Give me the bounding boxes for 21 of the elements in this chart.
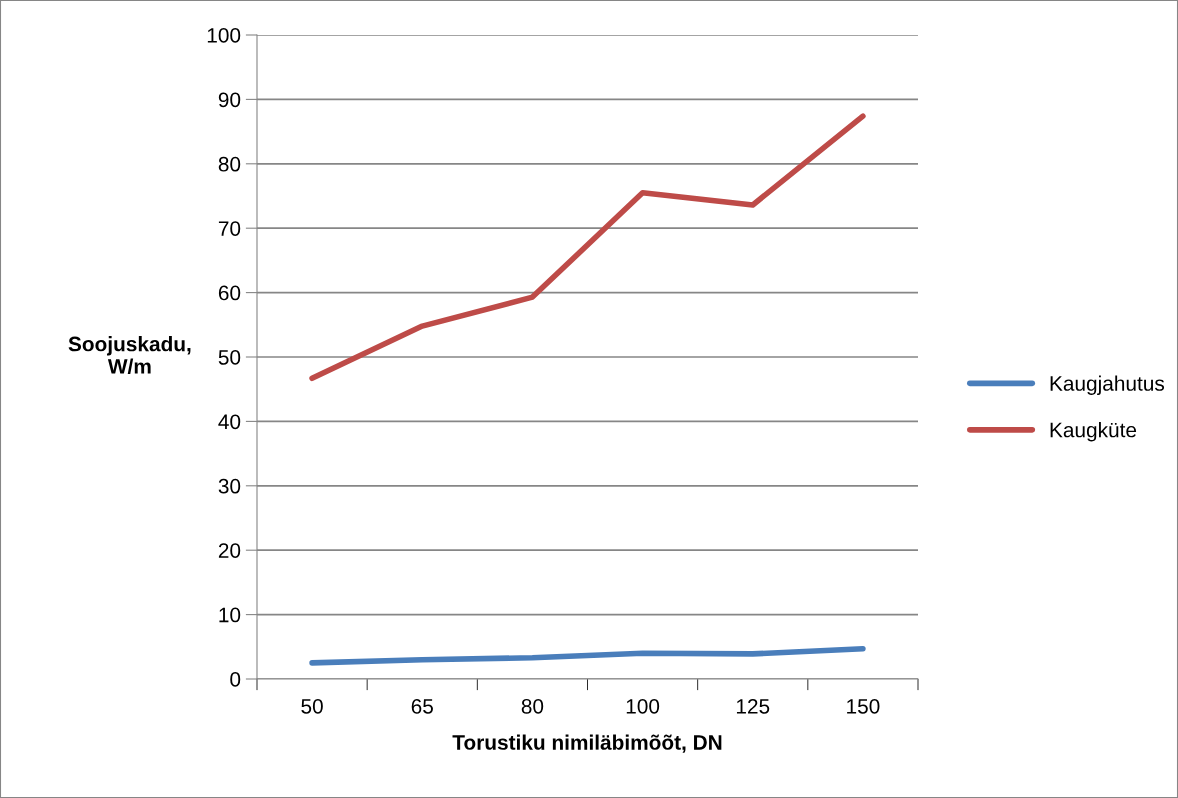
y-tick-label: 0 [230,672,241,687]
x-tick-label: 100 [626,698,660,714]
x-tick-label: 80 [521,698,544,714]
x-tick-label: 65 [411,698,433,714]
legend-label: Kaugjahutus [1050,375,1165,395]
y-tick-label: 30 [218,478,241,494]
y-tick-label: 50 [218,350,241,365]
y-tick-label: 70 [218,221,241,236]
y-tick-label: 80 [218,156,241,172]
x-tick-label: 150 [847,698,880,714]
y-tick-label: 60 [218,285,241,301]
y-tick-label: 40 [218,414,241,430]
x-tick-label: 50 [301,698,323,714]
y-tick-label: 100 [207,28,241,43]
y-tick-label: 10 [219,607,241,623]
y-tick-label: 20 [218,543,241,558]
legend-label: Kaugküte [1050,422,1137,442]
y-tick-label: 90 [218,92,241,108]
x-axis-title: Torustiku nimiläbimõõt, DN [452,734,722,753]
y-axis-title: Soojuskadu, W/m [68,336,191,375]
x-tick-label: 125 [736,698,770,714]
